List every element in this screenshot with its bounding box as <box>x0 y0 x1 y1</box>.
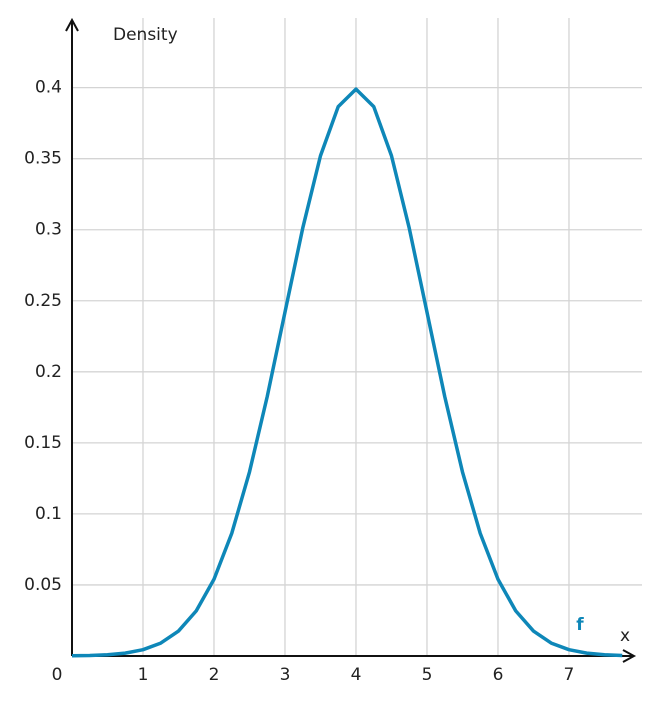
x-tick-label: 6 <box>493 665 504 685</box>
line <box>71 87 623 658</box>
y-tick-label: 0.3 <box>35 220 62 240</box>
series-label: f <box>576 615 584 635</box>
y-axis-label: Density <box>113 25 178 45</box>
y-tick-label: 0.35 <box>24 149 62 169</box>
y-tick-label: 0.1 <box>35 504 62 524</box>
x-axis-arrow <box>622 649 637 663</box>
y-tick-label: 0.05 <box>24 575 62 595</box>
x-tick-label: 7 <box>564 665 575 685</box>
grid <box>72 18 642 656</box>
y-tick-label: 0.4 <box>35 78 62 98</box>
x-tick-label: 0 <box>52 665 63 685</box>
x-tick-label: 2 <box>209 665 220 685</box>
y-tick-label: 0.25 <box>24 291 62 311</box>
y-tick-label: 0.15 <box>24 433 62 453</box>
x-tick-label: 3 <box>280 665 291 685</box>
x-tick-label: 5 <box>422 665 433 685</box>
x-axis-label: x <box>620 626 630 646</box>
x-tick-label: 1 <box>138 665 149 685</box>
y-axis-arrow <box>65 17 79 32</box>
y-tick-label: 0.2 <box>35 362 62 382</box>
x-tick-label: 4 <box>351 665 362 685</box>
